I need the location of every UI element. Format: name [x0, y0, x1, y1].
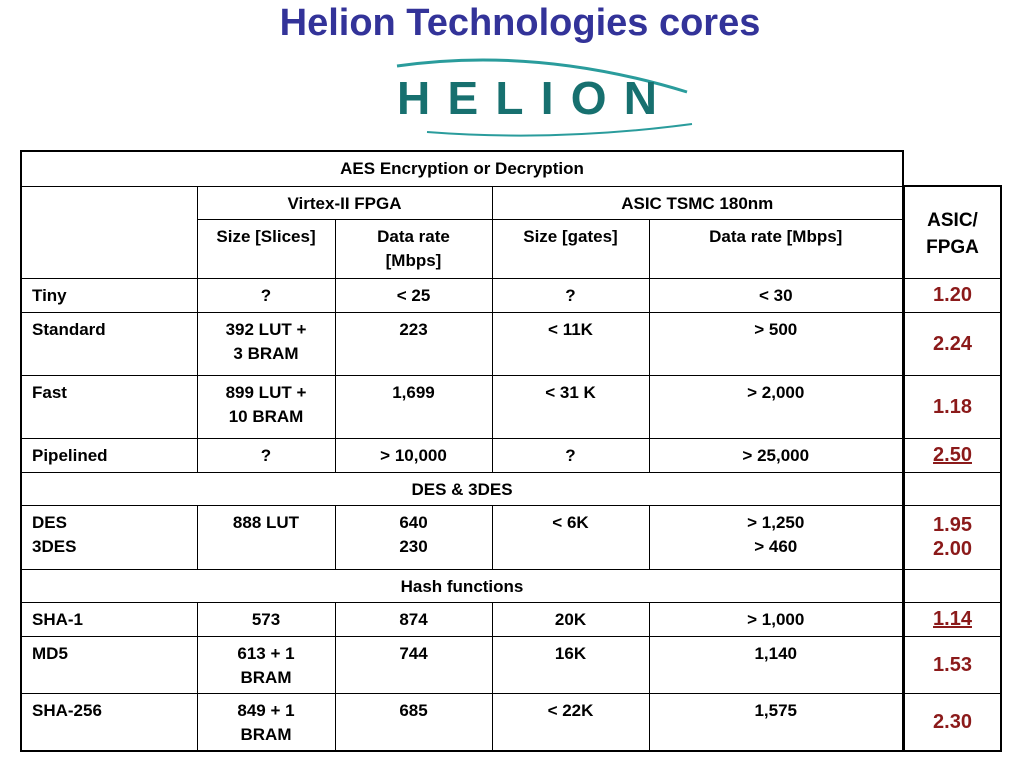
ratio-spacer	[904, 471, 1001, 506]
data-cell: 849 + 1 BRAM	[196, 692, 336, 752]
data-cell: 640 230	[334, 504, 493, 570]
data-cell: > 10,000	[334, 437, 493, 473]
data-cell: 874	[334, 601, 493, 637]
corner-cell	[20, 185, 198, 279]
ratio-row: 2.30	[904, 692, 1001, 752]
data-cell: 223	[334, 311, 493, 376]
ratio-table: ASIC/ FPGA 1.20 2.24 1.18 2.50 1.95 2.00 1.14 1…	[903, 185, 1002, 752]
section-title: AES Encryption or Decryption	[20, 150, 904, 187]
data-cell: < 11K	[491, 311, 650, 376]
data-row: Fast 899 LUT + 10 BRAM 1,699 < 31 K > 2,000	[20, 374, 904, 439]
group-header: ASIC TSMC 180nm	[491, 185, 904, 220]
data-row: SHA-1 573 874 20K > 1,000	[20, 601, 904, 637]
data-cell: ?	[491, 277, 650, 313]
data-cell: ?	[491, 437, 650, 473]
ratio-row: 2.24	[904, 311, 1001, 376]
ratio-row: 1.18	[904, 374, 1001, 439]
column-header: Data rate [Mbps]	[648, 218, 904, 279]
ratio-row: 1.95 2.00	[904, 504, 1001, 570]
section-row: DES & 3DES	[20, 471, 904, 506]
data-cell: > 1,250 > 460	[648, 504, 904, 570]
ratio-value: 1.14	[904, 601, 1001, 637]
data-cell: 685	[334, 692, 493, 752]
ratio-value: 1.20	[904, 277, 1001, 313]
section-title: Hash functions	[20, 568, 904, 603]
data-cell: 1,699	[334, 374, 493, 439]
row-name: SHA-256	[20, 692, 198, 752]
ratio-value: 2.50	[904, 437, 1001, 473]
data-cell: 20K	[491, 601, 650, 637]
data-cell: > 2,000	[648, 374, 904, 439]
column-header: Data rate [Mbps]	[334, 218, 493, 279]
ratio-header: ASIC/ FPGA	[904, 185, 1001, 279]
data-row: Pipelined? > 10,000? > 25,000	[20, 437, 904, 473]
ratio-spacer	[904, 568, 1001, 603]
row-name: Standard	[20, 311, 198, 376]
data-cell: < 31 K	[491, 374, 650, 439]
data-cell: > 500	[648, 311, 904, 376]
data-cell: ?	[196, 277, 336, 313]
data-row: SHA-256 849 + 1 BRAM 685 < 22K 1,575	[20, 692, 904, 752]
slide-title: Helion Technologies cores	[279, 2, 761, 44]
data-cell: 392 LUT + 3 BRAM	[196, 311, 336, 376]
data-cell: 1,140	[648, 635, 904, 694]
data-cell: 1,575	[648, 692, 904, 752]
ratio-spacer-row	[904, 568, 1001, 603]
row-name: Fast	[20, 374, 198, 439]
ratio-value: 2.24	[904, 311, 1001, 376]
section-row: Hash functions	[20, 568, 904, 603]
row-name: SHA-1	[20, 601, 198, 637]
row-name: DES 3DES	[20, 504, 198, 570]
data-cell: 573	[196, 601, 336, 637]
data-cell: < 30	[648, 277, 904, 313]
row-name: Pipelined	[20, 437, 198, 473]
column-header: Size [Slices]	[196, 218, 336, 279]
row-name: Tiny	[20, 277, 198, 313]
row-name: MD5	[20, 635, 198, 694]
data-cell: > 25,000	[648, 437, 904, 473]
data-row: Standard 392 LUT + 3 BRAM 223 < 11K > 500	[20, 311, 904, 376]
data-row: Tiny? < 25? < 30	[20, 277, 904, 313]
logo: HELION	[396, 58, 693, 137]
group-header: Virtex-II FPGA	[196, 185, 493, 220]
ratio-row: 1.14	[904, 601, 1001, 637]
data-cell: < 22K	[491, 692, 650, 752]
group-header-row: Virtex-II FPGA ASIC TSMC 180nm	[20, 185, 904, 279]
column-header-row: Size [Slices] Data rate [Mbps] Size [gates…	[21, 218, 904, 279]
logo-text: HELION	[397, 72, 657, 124]
data-cell: ?	[196, 437, 336, 473]
data-row: DES 3DES 888 LUT 640 230 < 6K > 1,250 > 460	[20, 504, 904, 570]
ratio-value: 1.18	[904, 374, 1001, 439]
ratio-row: 2.50	[904, 437, 1001, 473]
data-row: MD5 613 + 1 BRAM 744 16K 1,140	[20, 635, 904, 694]
ratio-value: 2.30	[904, 692, 1001, 752]
data-cell: < 6K	[491, 504, 650, 570]
data-cell: 899 LUT + 10 BRAM	[196, 374, 336, 439]
ratio-row: 1.20	[904, 277, 1001, 313]
ratio-header-row: ASIC/ FPGA	[904, 185, 1001, 279]
ratio-spacer-row	[904, 471, 1001, 506]
data-cell: 888 LUT	[196, 504, 336, 570]
data-cell: 744	[334, 635, 493, 694]
ratio-value: 1.95 2.00	[904, 504, 1001, 570]
column-header: Size [gates]	[491, 218, 650, 279]
cores-table: AES Encryption or Decryption Virtex-II FP…	[20, 150, 904, 752]
data-cell: 613 + 1 BRAM	[196, 635, 336, 694]
section-title: DES & 3DES	[20, 471, 904, 506]
section-row: AES Encryption or Decryption	[20, 150, 904, 187]
ratio-value: 1.53	[904, 635, 1001, 694]
data-cell: 16K	[491, 635, 650, 694]
ratio-row: 1.53	[904, 635, 1001, 694]
data-cell: > 1,000	[648, 601, 904, 637]
data-cell: < 25	[334, 277, 493, 313]
